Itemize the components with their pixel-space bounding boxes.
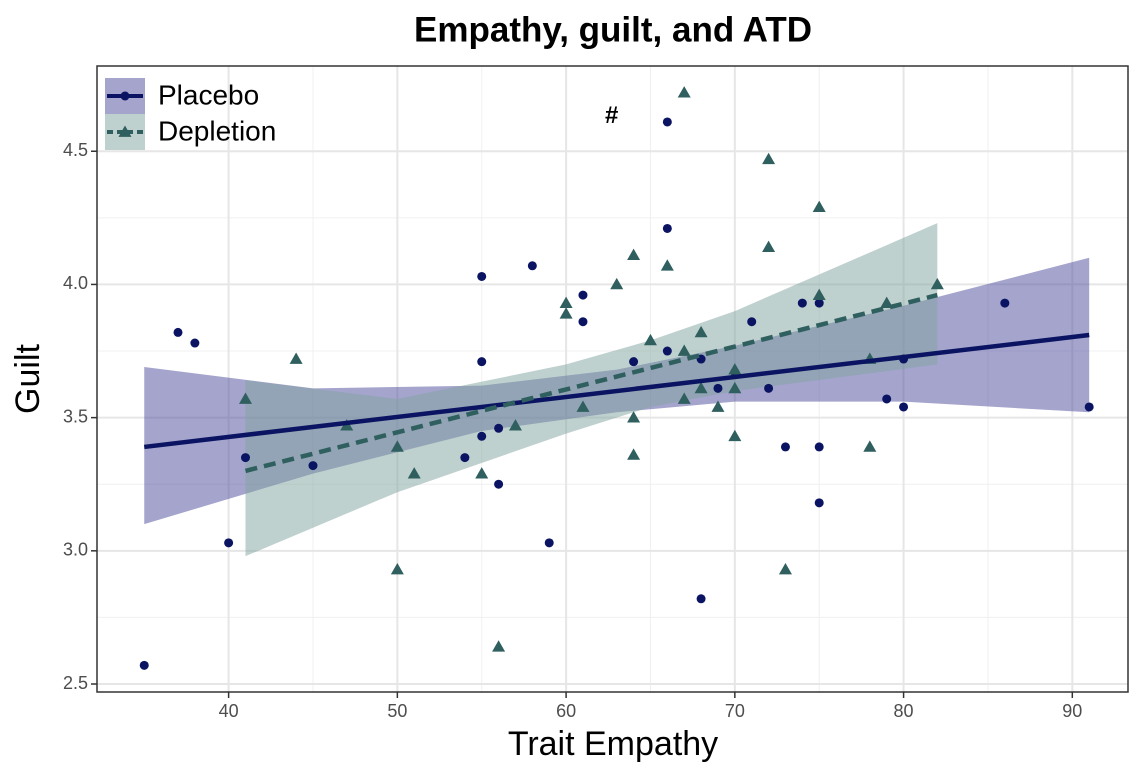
x-axis-title: Trait Empathy xyxy=(508,725,718,763)
point xyxy=(578,317,588,327)
point xyxy=(289,352,303,364)
fit-line xyxy=(244,292,938,474)
annotation: # xyxy=(605,102,618,129)
point xyxy=(694,381,708,394)
fit-line xyxy=(143,332,1090,450)
point xyxy=(814,442,824,452)
point xyxy=(814,498,824,508)
point xyxy=(578,290,588,300)
y-axis-title: Guilt xyxy=(9,343,47,413)
y-tick-label: 4.5 xyxy=(63,140,88,160)
y-tick-label: 3.0 xyxy=(63,540,88,560)
point xyxy=(728,363,742,375)
point xyxy=(390,440,404,452)
y-tick-label: 3.5 xyxy=(63,406,88,426)
point xyxy=(814,298,824,308)
point xyxy=(677,86,691,98)
point xyxy=(390,562,404,575)
point xyxy=(559,307,573,319)
legend-item: Depletion xyxy=(105,114,276,150)
point xyxy=(728,429,742,442)
point xyxy=(764,383,774,393)
point xyxy=(643,333,657,346)
x-tick-label: 60 xyxy=(556,701,576,721)
legend-marker xyxy=(118,125,132,137)
point xyxy=(627,248,641,261)
point xyxy=(559,296,573,308)
point xyxy=(492,640,506,652)
legend-marker xyxy=(120,91,130,101)
point xyxy=(173,327,183,337)
point xyxy=(1000,298,1010,308)
point xyxy=(544,538,554,548)
point xyxy=(899,402,909,412)
point xyxy=(762,152,776,165)
point xyxy=(238,392,252,404)
legend-item: Placebo xyxy=(105,78,259,114)
x-tick-label: 50 xyxy=(387,701,407,721)
point xyxy=(812,200,826,213)
x-tick-label: 80 xyxy=(894,701,914,721)
point xyxy=(662,223,672,233)
point xyxy=(762,240,776,253)
point xyxy=(477,357,487,367)
point xyxy=(930,277,944,290)
chart-title: Empathy, guilt, and ATD xyxy=(414,10,812,49)
point xyxy=(460,453,470,463)
point xyxy=(610,277,624,290)
point xyxy=(662,117,672,127)
point xyxy=(407,467,421,479)
point xyxy=(812,288,826,300)
y-tick-label: 2.5 xyxy=(63,673,88,693)
legend-label: Placebo xyxy=(158,79,259,110)
point xyxy=(778,562,792,575)
confidence-band xyxy=(245,223,938,557)
plot-border xyxy=(96,65,1129,693)
point xyxy=(882,394,892,404)
point xyxy=(711,400,725,412)
x-tick-label: 90 xyxy=(1062,701,1082,721)
point xyxy=(190,338,200,348)
point xyxy=(308,461,318,471)
y-tick-label: 4.0 xyxy=(63,273,88,293)
point xyxy=(696,594,706,604)
point xyxy=(780,442,790,452)
point xyxy=(728,381,742,394)
point xyxy=(240,453,250,463)
point xyxy=(477,431,487,441)
point xyxy=(224,538,234,548)
point xyxy=(477,271,487,281)
point xyxy=(494,423,504,433)
point xyxy=(677,344,691,356)
x-tick-label: 70 xyxy=(725,701,745,721)
point xyxy=(508,419,522,431)
x-tick-label: 40 xyxy=(219,701,239,721)
point xyxy=(713,383,723,393)
point xyxy=(694,325,708,338)
point xyxy=(1084,402,1094,412)
point xyxy=(139,660,149,670)
point xyxy=(677,392,691,404)
point xyxy=(627,448,641,460)
point xyxy=(576,400,590,412)
point xyxy=(527,261,537,271)
point xyxy=(629,357,639,367)
point xyxy=(797,298,807,308)
point xyxy=(494,479,504,489)
point xyxy=(627,411,641,423)
point xyxy=(475,467,489,479)
point xyxy=(863,440,877,452)
point xyxy=(660,259,674,271)
point xyxy=(747,317,757,327)
point xyxy=(662,346,672,356)
legend-label: Depletion xyxy=(158,115,276,146)
